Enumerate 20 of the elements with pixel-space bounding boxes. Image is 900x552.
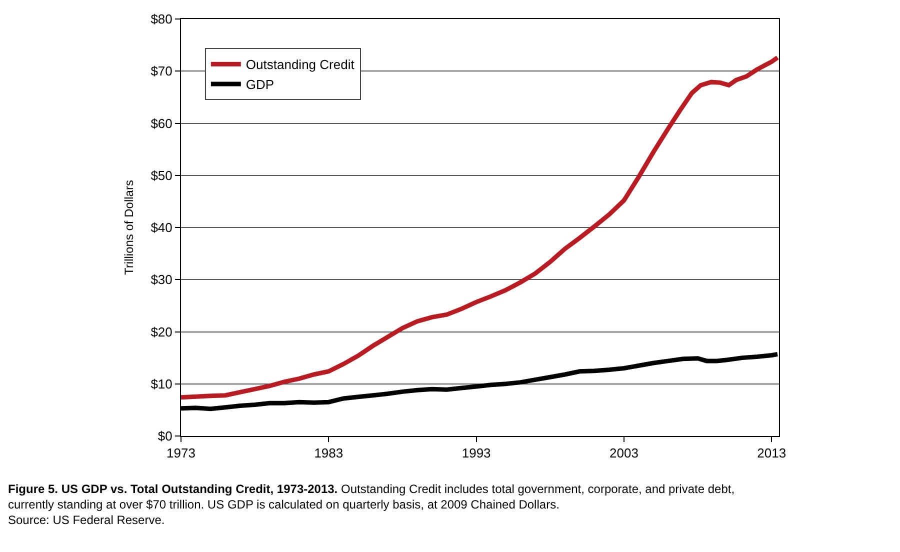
y-tick-label: $30 [150,272,172,288]
text: Figure 5. US GDP vs. Total Outstanding Credit, 1973-2013. [8,482,338,496]
y-tick-label: $10 [150,376,172,392]
line-series [181,55,779,400]
x-tick-label: 1983 [314,446,344,461]
legend-label: Outstanding Credit [246,57,355,72]
y-tick-label: $20 [150,324,172,340]
y-tick-label: $0 [158,428,172,444]
x-tick-label: 2003 [610,446,638,461]
x-tick-label: 2013 [757,446,786,461]
x-tick-label: 1973 [166,446,196,461]
y-tick-label: $70 [150,64,172,79]
legend-label: GDP [246,77,274,92]
source-note: Source: US Federal Reserve. [8,513,165,528]
y-tick-label: $40 [150,220,172,236]
y-tick-label: $60 [150,116,172,131]
x-tick-label: 1993 [462,446,491,461]
y-tick-label: $80 [150,12,172,27]
y-tick-label: $50 [150,168,172,183]
y-axis-title: Trillions of Dollars [122,180,136,275]
